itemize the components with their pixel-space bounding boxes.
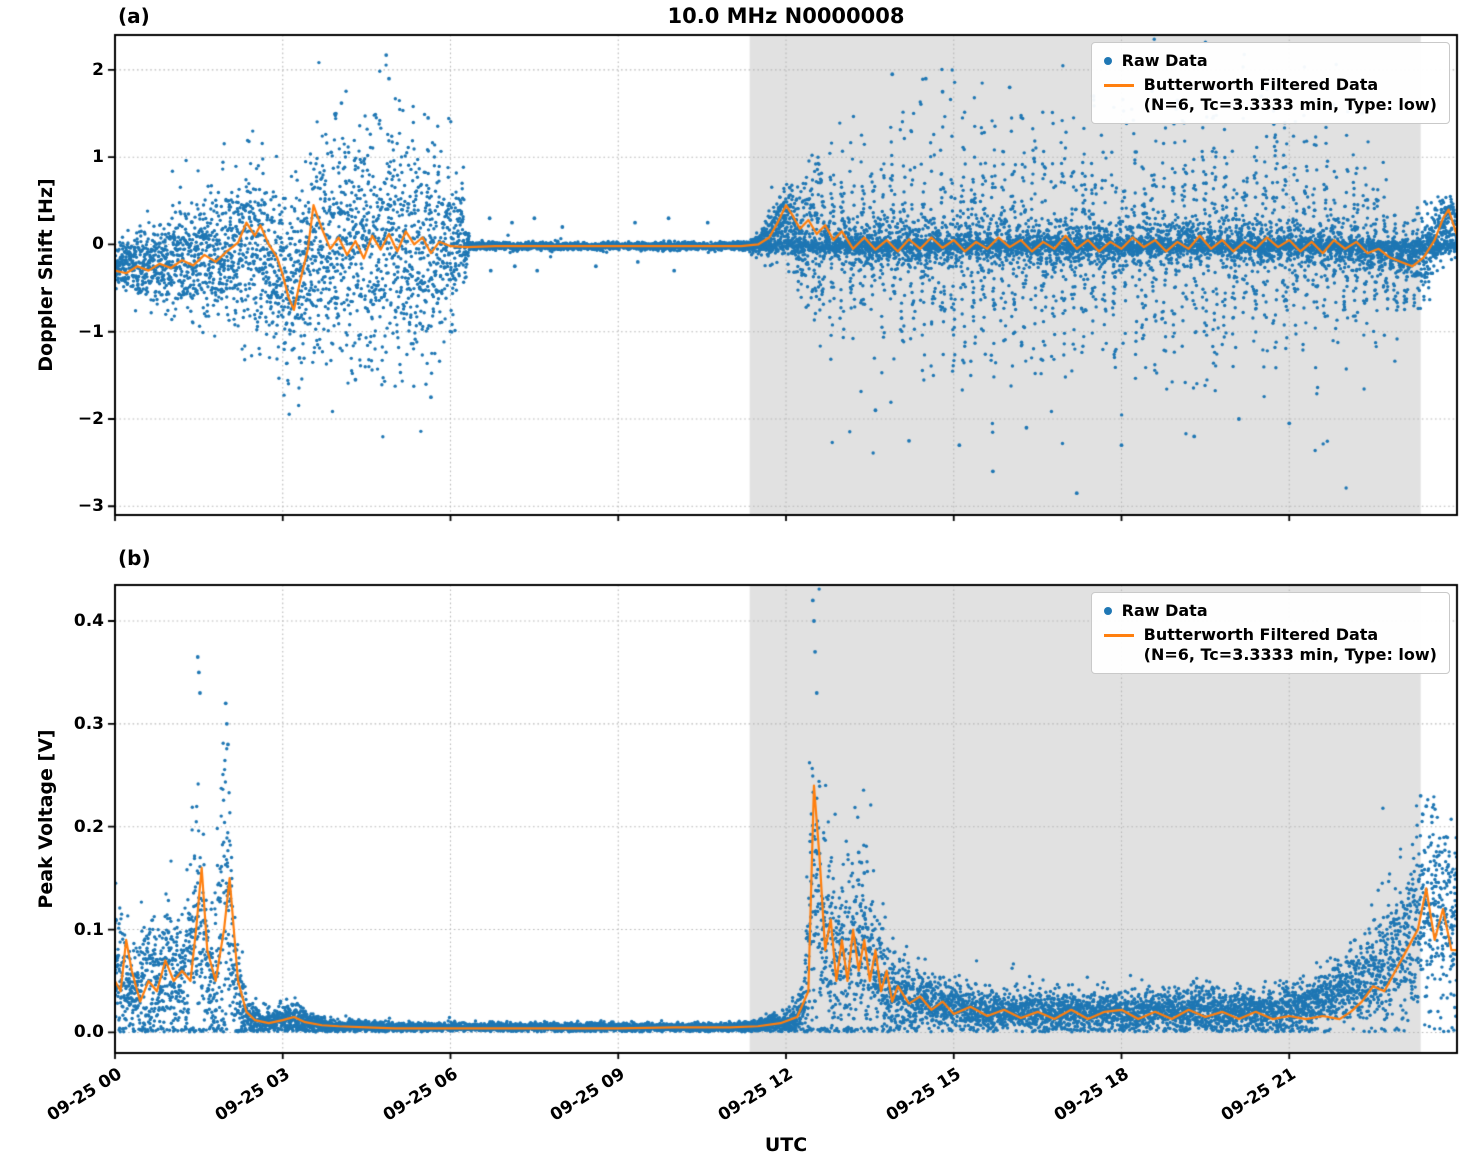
raw-data-marker-icon [1103,57,1112,65]
y-tick-label: −3 [77,496,104,517]
y-tick-label: −1 [77,321,104,342]
legend-raw-row: Raw Data [1103,601,1437,621]
y-tick-label: 0.2 [73,816,104,837]
y-tick-label: 0.1 [73,919,104,940]
legend-filtered-row: Butterworth Filtered Data (N=6, Tc=3.333… [1103,625,1437,665]
legend-filtered-label-line2: (N=6, Tc=3.3333 min, Type: low) [1143,645,1437,664]
y-tick-label: 0.3 [73,713,104,734]
y-tick-label: 0.0 [73,1022,104,1043]
chart-title: 10.0 MHz N0000008 [667,4,905,28]
legend-raw-label: Raw Data [1121,601,1208,620]
legend-raw-label: Raw Data [1121,51,1208,70]
y-axis-label-doppler: Doppler Shift [Hz] [35,178,57,372]
raw-data-marker-icon [1103,607,1112,615]
y-axis-label-voltage: Peak Voltage [V] [35,729,57,909]
panel-a-label: (a) [118,4,150,28]
filtered-line-marker-icon [1103,84,1134,87]
legend-filtered-label-line1: Butterworth Filtered Data [1143,75,1379,94]
legend-filtered-label: Butterworth Filtered Data (N=6, Tc=3.333… [1144,625,1437,665]
panel-b-label: (b) [118,546,151,570]
x-axis-label: UTC [764,1134,808,1156]
y-tick-label: 0 [92,234,104,255]
y-tick-label: 0.4 [73,611,104,631]
legend-filtered-label: Butterworth Filtered Data (N=6, Tc=3.333… [1144,75,1437,115]
y-tick-label: 1 [92,147,104,168]
filtered-line-marker-icon [1103,634,1134,637]
legend-raw-row: Raw Data [1103,51,1437,71]
legend-filtered-row: Butterworth Filtered Data (N=6, Tc=3.333… [1103,75,1437,115]
y-tick-label: 2 [92,59,104,80]
legend-filtered-label-line2: (N=6, Tc=3.3333 min, Type: low) [1143,95,1437,114]
y-tick-label: −2 [77,409,104,429]
legend-panel-a: Raw Data Butterworth Filtered Data (N=6,… [1090,42,1450,124]
legend-panel-b: Raw Data Butterworth Filtered Data (N=6,… [1090,592,1450,674]
legend-filtered-label-line1: Butterworth Filtered Data [1143,625,1379,644]
